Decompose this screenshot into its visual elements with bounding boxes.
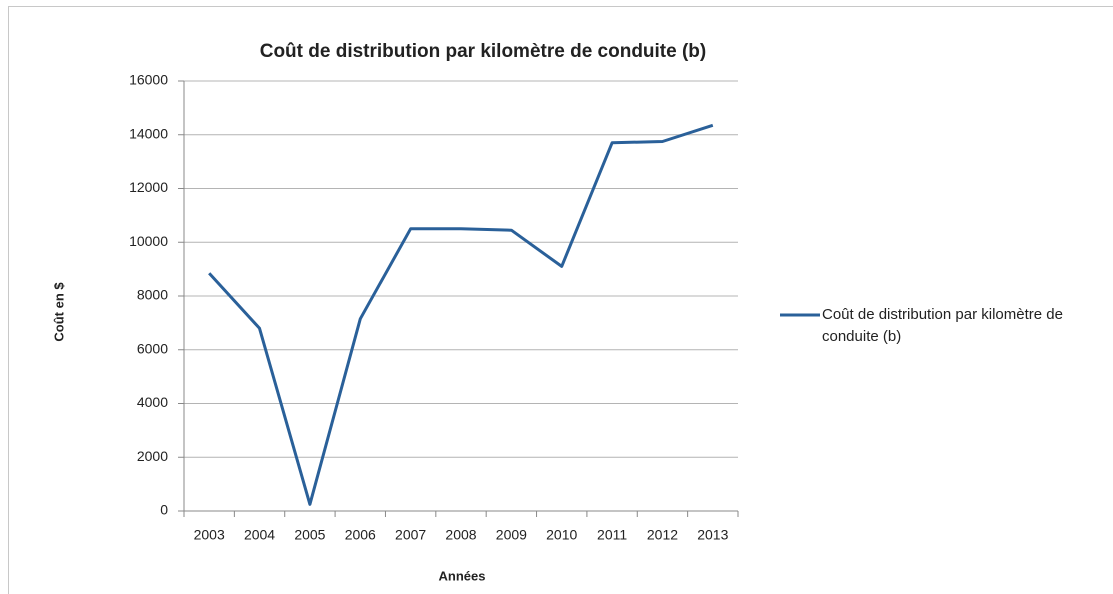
y-axis-label: Coût en $: [51, 282, 66, 342]
y-tick-label: 8000: [137, 287, 168, 303]
legend-label: Coût de distribution par kilomètre de co…: [822, 306, 1063, 345]
x-tick-label: 2003: [194, 527, 225, 543]
x-tick-label: 2013: [697, 527, 728, 543]
x-tick-label: 2007: [395, 527, 426, 543]
y-tick-label: 0: [160, 502, 168, 518]
x-tick-label: 2011: [597, 527, 627, 543]
x-tick-label: 2004: [244, 527, 275, 543]
y-tick-label: 14000: [129, 125, 168, 141]
x-tick-label: 2010: [546, 527, 577, 543]
chart-title: Coût de distribution par kilomètre de co…: [260, 41, 707, 62]
y-tick-label: 12000: [129, 179, 168, 195]
x-tick-label: 2006: [345, 527, 376, 543]
y-tick-label: 10000: [129, 233, 168, 249]
data-line: [208, 123, 714, 506]
y-tick-label: 4000: [137, 394, 168, 410]
chart-border: [8, 6, 1113, 594]
x-tick-label: 2009: [496, 527, 527, 543]
x-axis-label: Années: [439, 568, 486, 583]
x-tick-label: 2008: [445, 527, 476, 543]
x-tick-label: 2005: [294, 527, 325, 543]
y-tick-label: 16000: [129, 72, 168, 88]
x-tick-label: 2012: [647, 527, 678, 543]
y-tick-label: 6000: [137, 340, 168, 356]
y-tick-label: 2000: [137, 448, 168, 464]
